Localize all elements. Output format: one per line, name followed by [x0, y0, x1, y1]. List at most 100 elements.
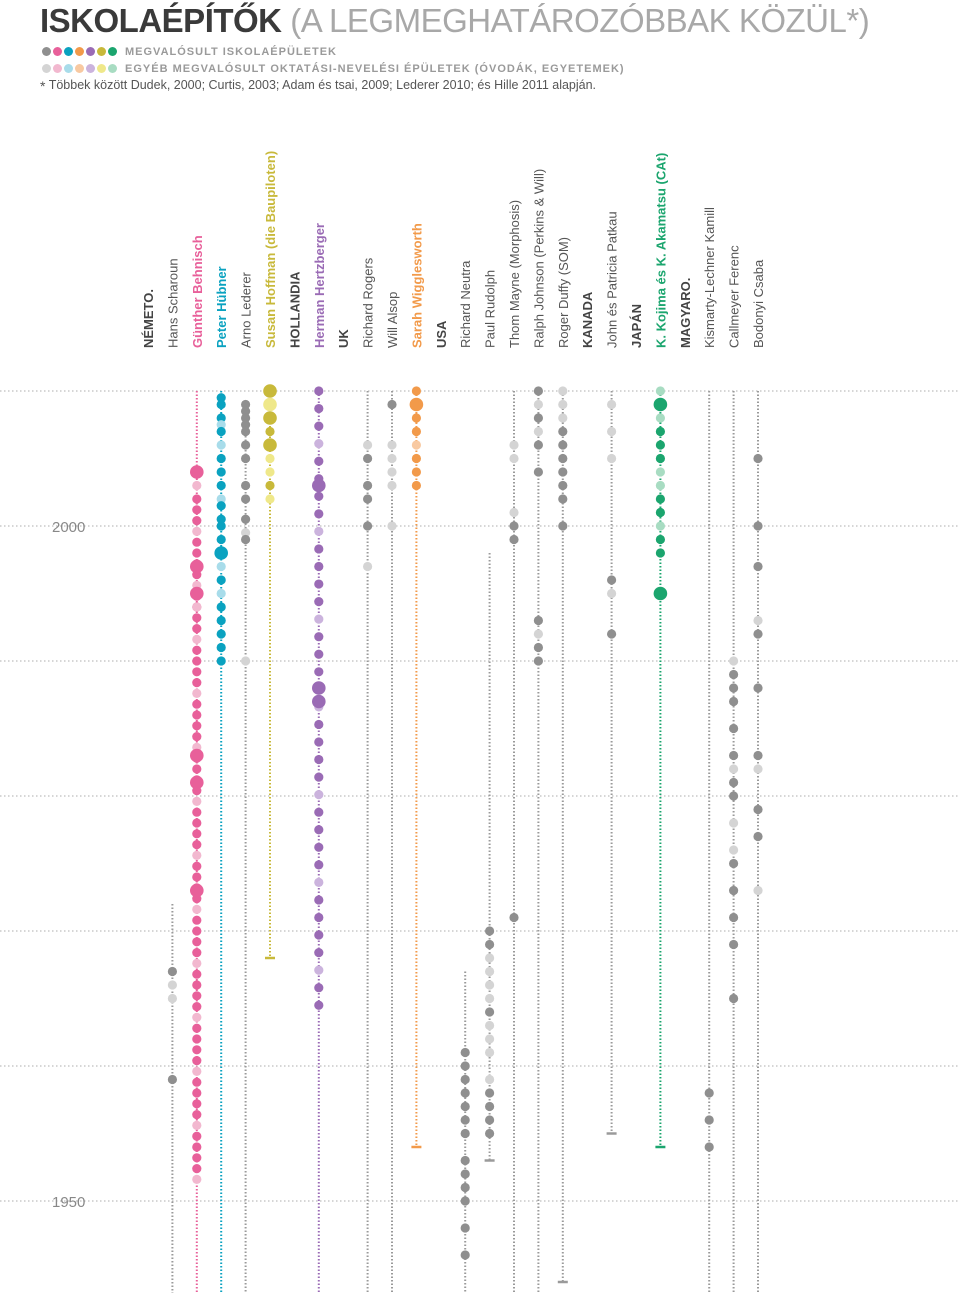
building-dot [314, 719, 324, 730]
other-building-dot [753, 885, 763, 896]
source-note: * Többek között Dudek, 2000; Curtis, 200… [40, 78, 596, 94]
other-building-dot [216, 440, 226, 450]
other-building-dot [387, 480, 397, 491]
building-dot [192, 948, 202, 958]
architect-label: Günther Behnisch [190, 235, 205, 348]
architect-label: Ralph Johnson (Perkins & Will) [531, 169, 546, 348]
school-dot [729, 912, 739, 923]
other-building-dot [387, 440, 397, 450]
school-dot [704, 1115, 714, 1125]
other-building-dot [387, 467, 397, 477]
school-dot [363, 453, 373, 464]
legend-swatch [97, 64, 106, 74]
building-dot [314, 912, 324, 923]
other-building-dot [753, 764, 763, 774]
country-label: USA [434, 320, 449, 348]
building-dot [314, 544, 324, 554]
school-dot [190, 559, 204, 574]
school-dot [485, 1115, 495, 1125]
school-dot [704, 1142, 714, 1152]
school-dot [753, 629, 763, 639]
school-dot [460, 1115, 470, 1125]
school-dot [509, 912, 519, 923]
building-dot [192, 1142, 202, 1152]
other-building-dot [509, 453, 519, 464]
other-building-dot [192, 480, 202, 491]
other-building-dot [655, 467, 666, 477]
school-dot [460, 1061, 470, 1071]
school-dot [216, 413, 226, 423]
building-dot [192, 1153, 202, 1163]
other-building-dot [167, 980, 177, 990]
legend-swatch [53, 64, 62, 74]
school-dot [411, 413, 421, 423]
school-dot [558, 521, 568, 531]
other-building-dot [558, 399, 568, 410]
other-building-dot [485, 1020, 495, 1031]
other-building-dot [655, 480, 666, 491]
school-dot [190, 748, 204, 763]
school-dot [409, 397, 424, 412]
school-dot [411, 426, 421, 437]
other-building-dot [387, 453, 397, 464]
school-dot [241, 480, 251, 491]
other-building-dot [607, 426, 617, 437]
school-dot [485, 939, 495, 950]
building-dot [192, 980, 202, 990]
other-building-dot [363, 561, 373, 572]
school-dot [653, 586, 668, 601]
school-dot [485, 1128, 495, 1139]
school-dot [411, 453, 421, 464]
architect-label: Susan Hoffman (die Baupiloten) [263, 151, 278, 348]
school-dot [216, 514, 226, 524]
building-dot [314, 421, 324, 431]
school-dot [509, 534, 519, 545]
country-label: NÉMETO. [141, 289, 156, 348]
building-dot [192, 699, 202, 709]
school-dot [387, 399, 397, 410]
architect-label: Callmeyer Ferenc [727, 245, 742, 348]
school-dot [216, 393, 226, 403]
school-dot [460, 1128, 470, 1139]
building-dot [314, 877, 324, 888]
other-building-dot [607, 399, 617, 410]
school-dot [312, 694, 326, 709]
building-dot [314, 491, 324, 501]
architect-label: Roger Duffy (SOM) [556, 237, 571, 348]
building-dot [314, 632, 324, 642]
school-dot [655, 426, 666, 437]
other-building-dot [607, 588, 617, 599]
building-dot [192, 969, 202, 979]
architect-label: Sarah Wigglesworth [409, 223, 424, 348]
school-dot [411, 467, 421, 477]
building-dot [192, 1045, 202, 1055]
architect-label: Herman Hertzberger [312, 223, 327, 348]
building-dot [192, 991, 202, 1001]
school-dot [729, 723, 739, 734]
school-dot [753, 750, 763, 761]
building-dot [192, 1099, 202, 1109]
school-dot [607, 629, 617, 639]
legend-swatches-schools [42, 43, 119, 61]
other-building-dot [509, 507, 519, 518]
legend-swatch [64, 47, 73, 57]
other-building-dot [485, 980, 495, 990]
school-dot [558, 494, 568, 504]
school-dot [460, 1074, 470, 1085]
school-dot [653, 397, 668, 412]
building-dot [314, 1000, 324, 1010]
building-dot [314, 526, 324, 537]
building-dot [192, 1077, 202, 1087]
school-dot [485, 926, 495, 936]
school-dot [312, 478, 326, 493]
school-dot [241, 426, 251, 437]
country-label: HOLLANDIA [287, 271, 302, 348]
other-building-dot [265, 467, 275, 477]
building-dot [192, 1023, 202, 1033]
school-dot [460, 1101, 470, 1112]
school-dot [558, 453, 568, 464]
page-title: ISKOLAÉPÍTŐK (A LEGMEGHATÁROZÓBBAK KÖZÜL… [40, 2, 870, 40]
school-dot [216, 467, 226, 477]
school-dot [704, 1088, 714, 1098]
